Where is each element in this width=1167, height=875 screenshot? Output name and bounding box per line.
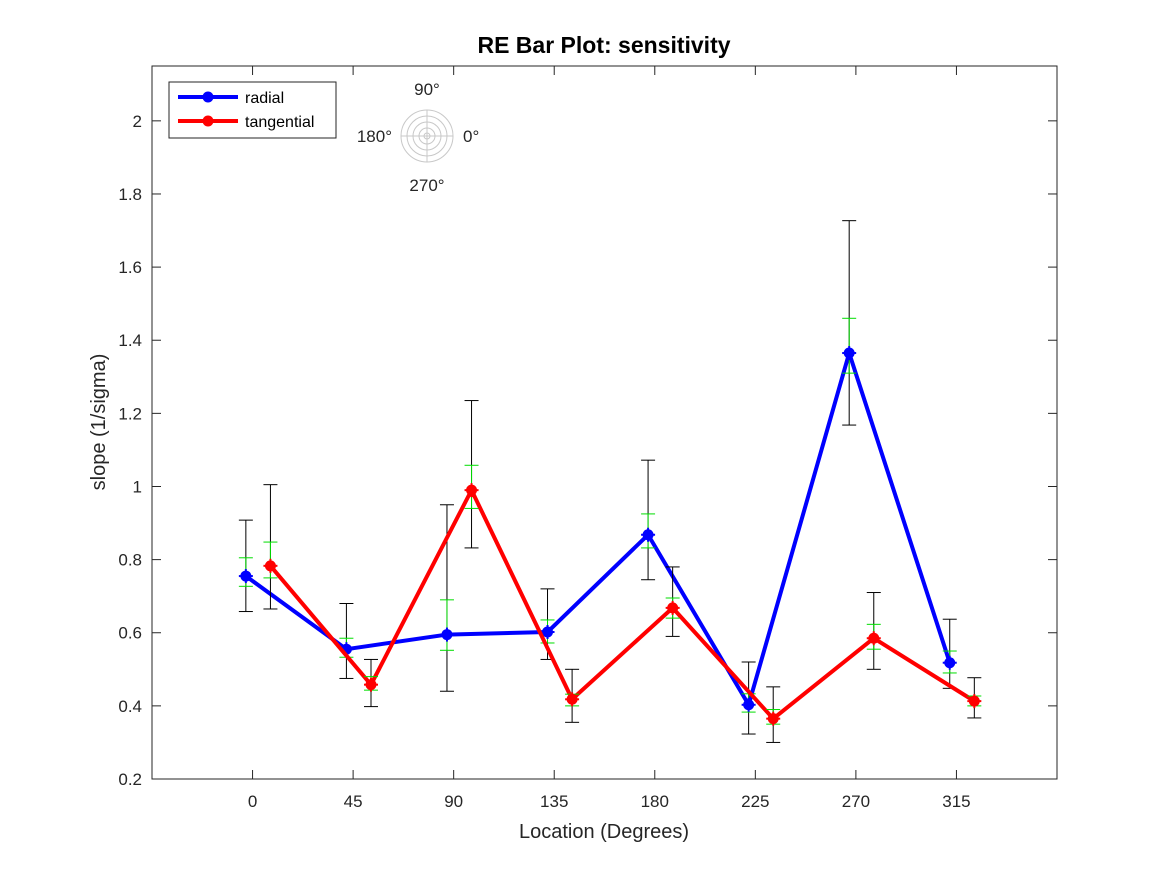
axis-ticks bbox=[152, 66, 1057, 780]
legend-marker-radial bbox=[202, 91, 214, 103]
legend-box bbox=[168, 81, 337, 139]
legend-label-radial: radial bbox=[245, 90, 284, 107]
legend-entry-tangential: tangential bbox=[178, 114, 314, 131]
data-point-radial bbox=[238, 569, 253, 584]
legend-label-tangential: tangential bbox=[245, 114, 314, 131]
data-point-radial bbox=[439, 627, 454, 642]
y-tick-label: 1.6 bbox=[118, 258, 142, 277]
polar-orientation-key: 90° 180° 0° 270° bbox=[357, 80, 479, 195]
x-tick-label: 225 bbox=[741, 792, 769, 811]
data-point-tangential bbox=[665, 600, 680, 615]
y-tick-label: 0.8 bbox=[118, 551, 142, 570]
series-tangential bbox=[263, 400, 982, 743]
x-axis-label: Location (Degrees) bbox=[519, 821, 689, 843]
legend-entry-radial: radial bbox=[178, 90, 284, 107]
data-point-radial bbox=[540, 625, 555, 640]
data-point-radial bbox=[942, 655, 957, 670]
series-radial bbox=[238, 220, 957, 735]
y-tick-label: 0.2 bbox=[118, 770, 142, 789]
se-errorbar-radial bbox=[439, 599, 454, 651]
data-layer bbox=[238, 220, 982, 743]
y-tick-label: 1.2 bbox=[118, 404, 142, 423]
data-point-tangential bbox=[263, 558, 278, 573]
x-tick-label: 45 bbox=[344, 792, 363, 811]
compass-label-left: 180° bbox=[357, 127, 392, 146]
x-tick-label: 0 bbox=[248, 792, 257, 811]
x-tick-label: 90 bbox=[444, 792, 463, 811]
y-axis-label: slope (1/sigma) bbox=[88, 354, 110, 491]
data-point-radial bbox=[641, 527, 656, 542]
chart-title: RE Bar Plot: sensitivity bbox=[477, 32, 730, 58]
data-point-tangential bbox=[363, 677, 378, 692]
series-line-tangential bbox=[268, 488, 976, 721]
compass-label-bottom: 270° bbox=[409, 176, 444, 195]
y-tick-label: 1.4 bbox=[118, 331, 142, 350]
legend: radial tangential bbox=[168, 81, 337, 139]
x-tick-label: 270 bbox=[842, 792, 870, 811]
y-tick-label: 0.6 bbox=[118, 624, 142, 643]
series-line-radial bbox=[244, 351, 952, 707]
data-point-radial bbox=[842, 346, 857, 361]
data-point-tangential bbox=[464, 483, 479, 498]
compass-label-right: 0° bbox=[463, 127, 479, 146]
data-point-tangential bbox=[967, 694, 982, 709]
data-point-radial bbox=[741, 697, 756, 712]
data-point-tangential bbox=[565, 692, 580, 707]
y-tick-label: 2 bbox=[133, 112, 142, 131]
tick-labels: 0 45 90 135 180 225 270 315 0.2 0.4 0.6 0.8 1 1.2 1.4 1… bbox=[118, 112, 970, 811]
y-tick-label: 1.8 bbox=[118, 185, 142, 204]
legend-marker-tangential bbox=[202, 115, 214, 127]
plot-frame bbox=[151, 65, 1058, 780]
polar-rings-icon bbox=[400, 109, 454, 163]
x-tick-label: 180 bbox=[641, 792, 669, 811]
x-tick-label: 315 bbox=[942, 792, 970, 811]
compass-label-top: 90° bbox=[414, 80, 440, 99]
data-point-tangential bbox=[866, 631, 881, 646]
y-tick-label: 1 bbox=[133, 477, 142, 496]
x-tick-label: 135 bbox=[540, 792, 568, 811]
y-tick-label: 0.4 bbox=[118, 697, 142, 716]
data-point-tangential bbox=[766, 711, 781, 726]
se-errorbar-radial bbox=[842, 317, 857, 374]
